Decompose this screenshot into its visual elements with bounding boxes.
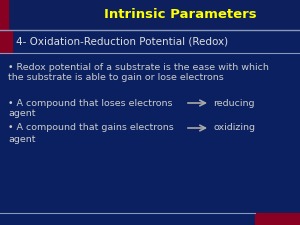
Bar	[0, 0, 8, 30]
Text: reducing: reducing	[213, 99, 254, 108]
Text: • Redox potential of a substrate is the ease with which: • Redox potential of a substrate is the …	[8, 63, 269, 72]
Text: oxidizing: oxidizing	[213, 124, 255, 133]
Text: agent: agent	[8, 110, 35, 119]
Text: • A compound that loses electrons: • A compound that loses electrons	[8, 99, 172, 108]
Text: the substrate is able to gain or lose electrons: the substrate is able to gain or lose el…	[8, 74, 224, 83]
Bar	[0, 31, 300, 53]
Text: • A compound that gains electrons: • A compound that gains electrons	[8, 124, 174, 133]
Text: Intrinsic Parameters: Intrinsic Parameters	[104, 9, 256, 22]
Bar	[0, 31, 12, 53]
Text: agent: agent	[8, 135, 35, 144]
Text: 4- Oxidation-Reduction Potential (Redox): 4- Oxidation-Reduction Potential (Redox)	[16, 37, 228, 47]
Bar	[255, 213, 300, 225]
Bar	[0, 0, 300, 30]
